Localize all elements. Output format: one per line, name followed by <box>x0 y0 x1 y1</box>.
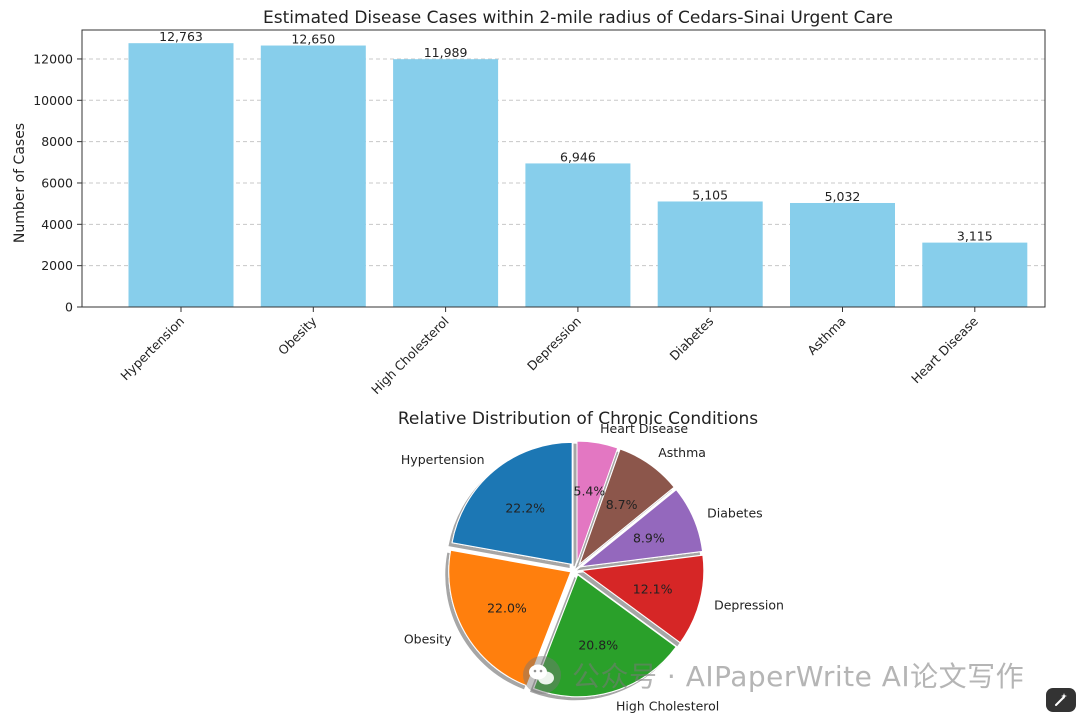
bar-hypertension <box>128 43 234 307</box>
pie-slice-diabetes <box>579 489 704 568</box>
pie-pct-label: 5.4% <box>574 483 606 498</box>
y-tick-label: 12000 <box>33 51 73 66</box>
bar-value-label: 6,946 <box>560 149 596 164</box>
magic-wand-icon <box>1055 693 1067 706</box>
pie-category-label: Depression <box>714 597 784 612</box>
bar-value-label: 12,763 <box>159 29 203 44</box>
y-axis-label: Number of Cases <box>12 123 28 243</box>
bar-depression <box>525 163 631 307</box>
x-tick-label: Diabetes <box>666 314 716 364</box>
y-tick-label: 4000 <box>41 217 73 232</box>
pie-category-label: Hypertension <box>401 452 485 467</box>
pie-category-label: High Cholesterol <box>616 698 719 713</box>
bar-value-labels: 12,763 12,650 11,989 6,946 5,105 5,032 3,115 <box>159 29 993 243</box>
pie-chart-title: Relative Distribution of Chronic Conditi… <box>398 409 758 429</box>
pie-slice-depression <box>580 554 705 644</box>
bar-value-label: 12,650 <box>291 32 335 47</box>
pie-category-label: Asthma <box>658 445 706 460</box>
bar-diabetes <box>657 201 763 307</box>
pie-slice-asthma <box>578 448 675 566</box>
pie-slice-heart-disease <box>576 440 619 564</box>
bar-value-label: 5,032 <box>825 189 861 204</box>
bar-chart-title: Estimated Disease Cases within 2-mile ra… <box>263 8 893 28</box>
pie-category-label: Heart Disease <box>600 421 688 436</box>
bar-asthma <box>790 202 895 307</box>
bar-chart: Estimated Disease Cases within 2-mile ra… <box>12 8 1046 397</box>
bar-value-label: 11,989 <box>424 45 468 60</box>
bar-value-label: 3,115 <box>957 229 993 244</box>
bars <box>128 43 1028 307</box>
y-tick-label: 2000 <box>41 258 73 273</box>
bar-obesity <box>260 45 366 307</box>
pie-slice-hypertension <box>451 441 573 565</box>
pie-pct-label: 8.7% <box>606 497 638 512</box>
pie-percentage-labels: 22.2% 22.0% 20.8% 12.1% 8.9% 8.7%5.4% <box>487 483 673 652</box>
x-tick-label: Asthma <box>804 314 848 358</box>
pie-pct-label: 22.0% <box>487 600 527 615</box>
plot-frame <box>81 29 1046 308</box>
pie-slice-high-cholesterol <box>532 573 677 698</box>
bar-heart-disease <box>922 242 1028 307</box>
y-tick-label: 0 <box>65 300 73 315</box>
bar-high-cholesterol <box>393 59 499 307</box>
pie-pct-label: 20.8% <box>578 638 618 653</box>
x-tick-label: Depression <box>524 314 584 374</box>
pie-slice-obesity <box>448 549 572 687</box>
pie-slices <box>448 440 705 698</box>
x-tick-label: Hypertension <box>117 314 187 384</box>
x-tick-label: High Cholesterol <box>368 314 452 398</box>
y-tick-label: 10000 <box>33 93 73 108</box>
magic-wand-button[interactable] <box>1046 688 1076 712</box>
x-axis-ticks: Hypertension Obesity High Cholesterol Depre… <box>117 307 981 397</box>
pie-chart: Relative Distribution of Chronic Conditi… <box>398 409 784 713</box>
pie-category-label: Obesity <box>404 631 452 646</box>
y-tick-label: 8000 <box>41 134 73 149</box>
pie-pct-label: 22.2% <box>505 501 545 516</box>
y-axis-ticks: 0 2000 4000 6000 8000 10000 12000 <box>33 51 82 315</box>
pie-category-label: Diabetes <box>707 505 763 520</box>
pie-pct-label: 8.9% <box>633 530 665 545</box>
y-tick-label: 6000 <box>41 175 73 190</box>
x-tick-label: Heart Disease <box>908 313 981 386</box>
bar-value-label: 5,105 <box>692 187 728 202</box>
x-tick-label: Obesity <box>275 313 320 358</box>
pie-pct-label: 12.1% <box>633 581 673 596</box>
pie-category-labels: Hypertension Obesity High Cholesterol Depre… <box>401 421 784 713</box>
